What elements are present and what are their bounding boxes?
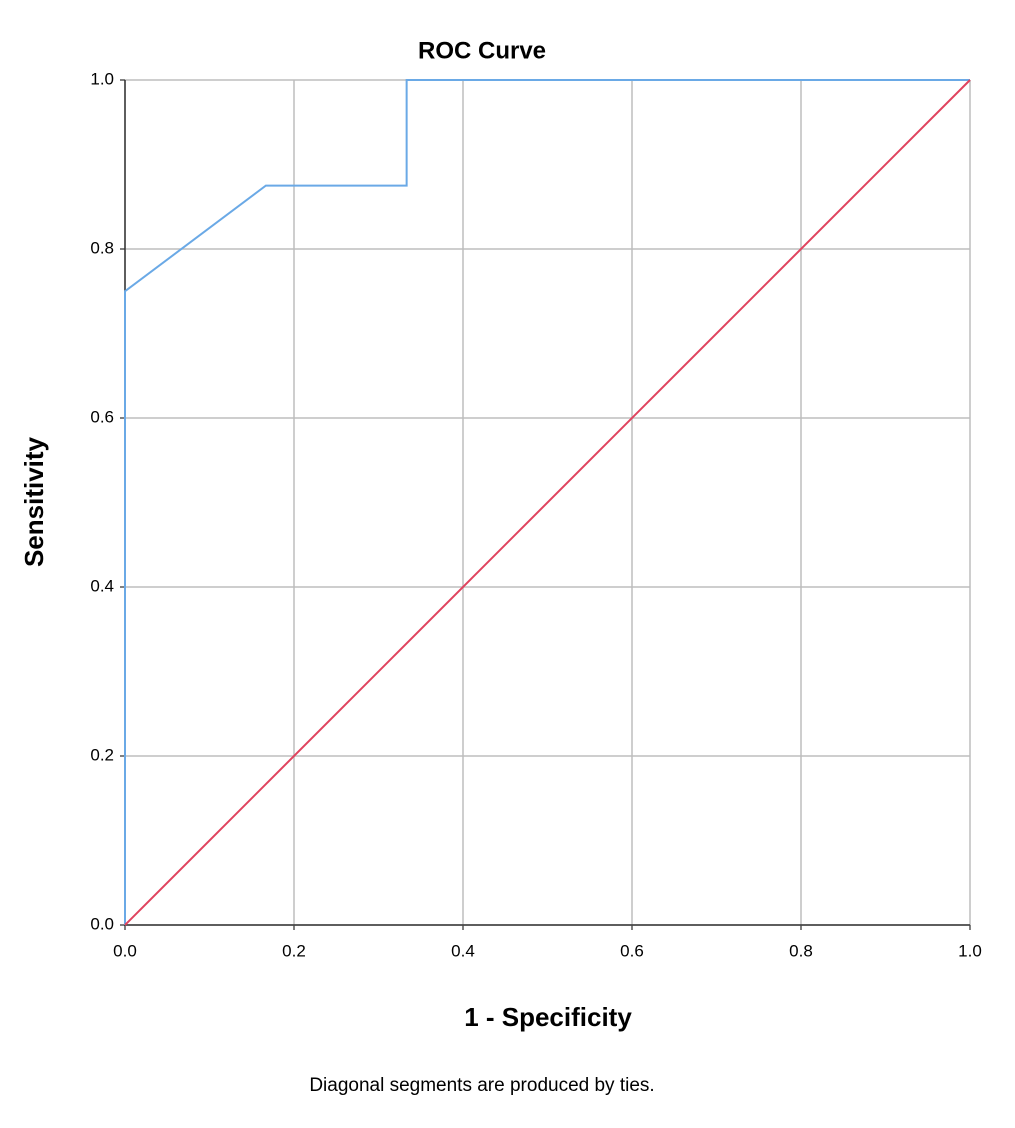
y-tick-label: 0.6 (90, 407, 114, 426)
x-tick-label: 0.2 (282, 941, 306, 960)
x-tick-label: 0.8 (789, 941, 813, 960)
x-tick-label: 0.0 (113, 941, 137, 960)
annotation: Diagonal segments are produced by ties. (309, 1075, 654, 1096)
line-series (124, 79, 970, 925)
y-axis-title: Sensitivity (19, 436, 49, 567)
y-tick-label: 0.0 (90, 914, 114, 933)
x-tick-label: 1.0 (958, 941, 982, 960)
x-tick-label: 0.4 (451, 941, 475, 960)
x-tick-label: 0.6 (620, 941, 644, 960)
y-tick-label: 0.8 (90, 238, 114, 257)
x-axis-title: 1 - Specificity (464, 1002, 632, 1032)
line-series (124, 79, 971, 926)
chart-title: ROC Curve (418, 37, 546, 64)
y-tick-label: 0.4 (90, 576, 114, 595)
y-tick-label: 1.0 (90, 69, 114, 88)
y-tick-label: 0.2 (90, 745, 114, 764)
